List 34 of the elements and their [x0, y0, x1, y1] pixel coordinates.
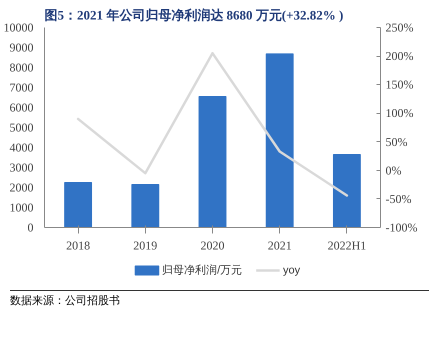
y-tick-label: 10000	[4, 20, 34, 34]
y-tick-label: 1000	[10, 200, 34, 214]
y-tick-label: 3000	[10, 160, 34, 174]
source-note: 数据来源：公司招股书	[10, 294, 120, 309]
y-tick-label: 2000	[10, 180, 34, 194]
bar	[64, 182, 92, 228]
x-tick-label: 2020	[200, 238, 224, 252]
y-tick-label: 5000	[10, 120, 34, 134]
y2-tick-label: -50%	[386, 192, 412, 206]
legend-label: 归母净利润/万元	[162, 264, 242, 276]
y2-tick-label: 0%	[386, 163, 402, 178]
y-tick-label: 6000	[10, 100, 34, 114]
y-tick-label: 4000	[10, 140, 34, 154]
bar	[332, 154, 361, 228]
bar	[131, 184, 160, 228]
x-tick-label: 2018	[66, 238, 90, 252]
bar	[198, 96, 226, 228]
x-tick-label: 2022H1	[328, 238, 366, 252]
y2-tick-label: 50%	[386, 134, 408, 149]
y2-tick-label: 100%	[386, 106, 414, 120]
bar	[266, 53, 294, 228]
y2-tick-label: 150%	[386, 78, 414, 92]
y2-tick-label: 250%	[386, 20, 414, 34]
y-tick-label: 9000	[10, 40, 34, 54]
chart-title: 图5：2021 年公司归母净利润达 8680 万元(+32.82% )	[44, 8, 344, 22]
y-tick-label: 7000	[10, 80, 34, 94]
y2-tick-label: -100%	[386, 220, 418, 234]
y2-tick-label: 200%	[386, 49, 414, 64]
x-tick-label: 2019	[133, 238, 158, 252]
x-tick-label: 2021	[268, 238, 292, 252]
line-series	[76, 52, 348, 197]
legend-label: yoy	[283, 264, 301, 276]
y-tick-label: 8000	[10, 60, 34, 74]
y-tick-label: 0	[28, 220, 34, 234]
